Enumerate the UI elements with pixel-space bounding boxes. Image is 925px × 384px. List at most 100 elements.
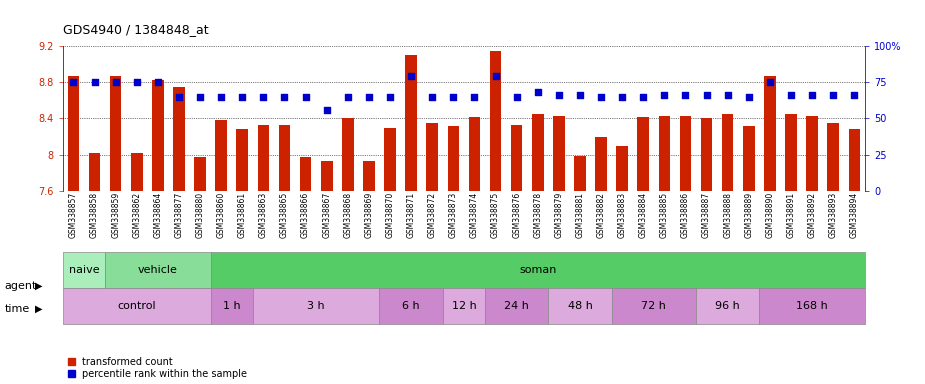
Text: ▶: ▶	[35, 304, 43, 314]
Bar	[701, 118, 712, 191]
Point	[235, 94, 250, 100]
Text: GSM338875: GSM338875	[491, 192, 500, 238]
Bar	[237, 129, 248, 191]
Point	[383, 94, 398, 100]
Bar	[257, 125, 269, 191]
Bar	[637, 117, 649, 191]
Text: GSM338864: GSM338864	[154, 192, 163, 238]
Bar	[532, 114, 544, 191]
Text: GSM338882: GSM338882	[597, 192, 606, 238]
Bar	[785, 114, 796, 191]
Bar	[379, 288, 443, 324]
Bar	[426, 123, 438, 191]
Point	[446, 94, 461, 100]
Bar	[152, 81, 164, 191]
Point	[847, 92, 862, 98]
Bar	[485, 288, 549, 324]
Text: GSM338881: GSM338881	[575, 192, 585, 238]
Point	[615, 94, 630, 100]
Bar	[63, 252, 105, 288]
Text: ▶: ▶	[35, 281, 43, 291]
Text: GSM338888: GSM338888	[723, 192, 733, 238]
Text: GSM338892: GSM338892	[808, 192, 817, 238]
Text: vehicle: vehicle	[138, 265, 178, 275]
Bar	[68, 76, 80, 191]
Point	[510, 94, 524, 100]
Bar	[596, 137, 607, 191]
Text: 1 h: 1 h	[223, 301, 240, 311]
Bar	[105, 252, 211, 288]
Bar	[489, 51, 501, 191]
Text: GSM338887: GSM338887	[702, 192, 711, 238]
Point	[87, 79, 102, 85]
Bar	[696, 288, 759, 324]
Point	[340, 94, 355, 100]
Text: GSM338876: GSM338876	[512, 192, 521, 238]
Point	[573, 92, 587, 98]
Text: 6 h: 6 h	[402, 301, 420, 311]
Text: GSM338870: GSM338870	[386, 192, 395, 238]
Bar	[553, 116, 564, 191]
Bar	[743, 126, 755, 191]
Point	[278, 94, 292, 100]
Text: GSM338868: GSM338868	[343, 192, 352, 238]
Text: 24 h: 24 h	[504, 301, 529, 311]
Point	[488, 73, 503, 79]
Bar	[384, 127, 396, 191]
Point	[256, 94, 271, 100]
Bar	[216, 120, 227, 191]
Bar	[511, 125, 523, 191]
Bar	[828, 123, 839, 191]
Point	[467, 94, 482, 100]
Point	[721, 92, 735, 98]
Point	[657, 92, 672, 98]
Text: GSM338858: GSM338858	[90, 192, 99, 238]
Bar	[574, 156, 586, 191]
Bar	[131, 153, 142, 191]
Bar	[848, 129, 860, 191]
Text: 168 h: 168 h	[796, 301, 828, 311]
Bar	[405, 55, 417, 191]
Text: GSM338859: GSM338859	[111, 192, 120, 238]
Text: GSM338889: GSM338889	[745, 192, 753, 238]
Text: 3 h: 3 h	[307, 301, 325, 311]
Bar	[342, 118, 353, 191]
Point	[678, 92, 693, 98]
Text: GSM338860: GSM338860	[216, 192, 226, 238]
Bar	[722, 114, 734, 191]
Point	[108, 79, 123, 85]
Point	[319, 107, 334, 113]
Text: GDS4940 / 1384848_at: GDS4940 / 1384848_at	[63, 23, 208, 36]
Text: GSM338893: GSM338893	[829, 192, 838, 238]
Text: GSM338891: GSM338891	[786, 192, 796, 238]
Bar	[759, 288, 865, 324]
Text: soman: soman	[519, 265, 557, 275]
Bar	[469, 117, 480, 191]
Bar	[211, 288, 253, 324]
Point	[699, 92, 714, 98]
Text: GSM338869: GSM338869	[364, 192, 374, 238]
Text: agent: agent	[5, 281, 37, 291]
Bar	[253, 288, 379, 324]
Bar	[321, 161, 332, 191]
Point	[530, 89, 545, 96]
Text: time: time	[5, 304, 30, 314]
Text: GSM338861: GSM338861	[238, 192, 247, 238]
Text: GSM338894: GSM338894	[850, 192, 858, 238]
Bar	[659, 116, 671, 191]
Point	[130, 79, 144, 85]
Bar	[89, 153, 100, 191]
Point	[594, 94, 609, 100]
Bar	[278, 125, 290, 191]
Text: GSM338874: GSM338874	[470, 192, 479, 238]
Bar	[110, 76, 121, 191]
Bar	[611, 288, 696, 324]
Text: GSM338884: GSM338884	[639, 192, 648, 238]
Point	[214, 94, 228, 100]
Text: naive: naive	[68, 265, 99, 275]
Text: GSM338873: GSM338873	[449, 192, 458, 238]
Text: GSM338885: GSM338885	[660, 192, 669, 238]
Text: GSM338867: GSM338867	[322, 192, 331, 238]
Bar	[194, 157, 206, 191]
Point	[66, 79, 80, 85]
